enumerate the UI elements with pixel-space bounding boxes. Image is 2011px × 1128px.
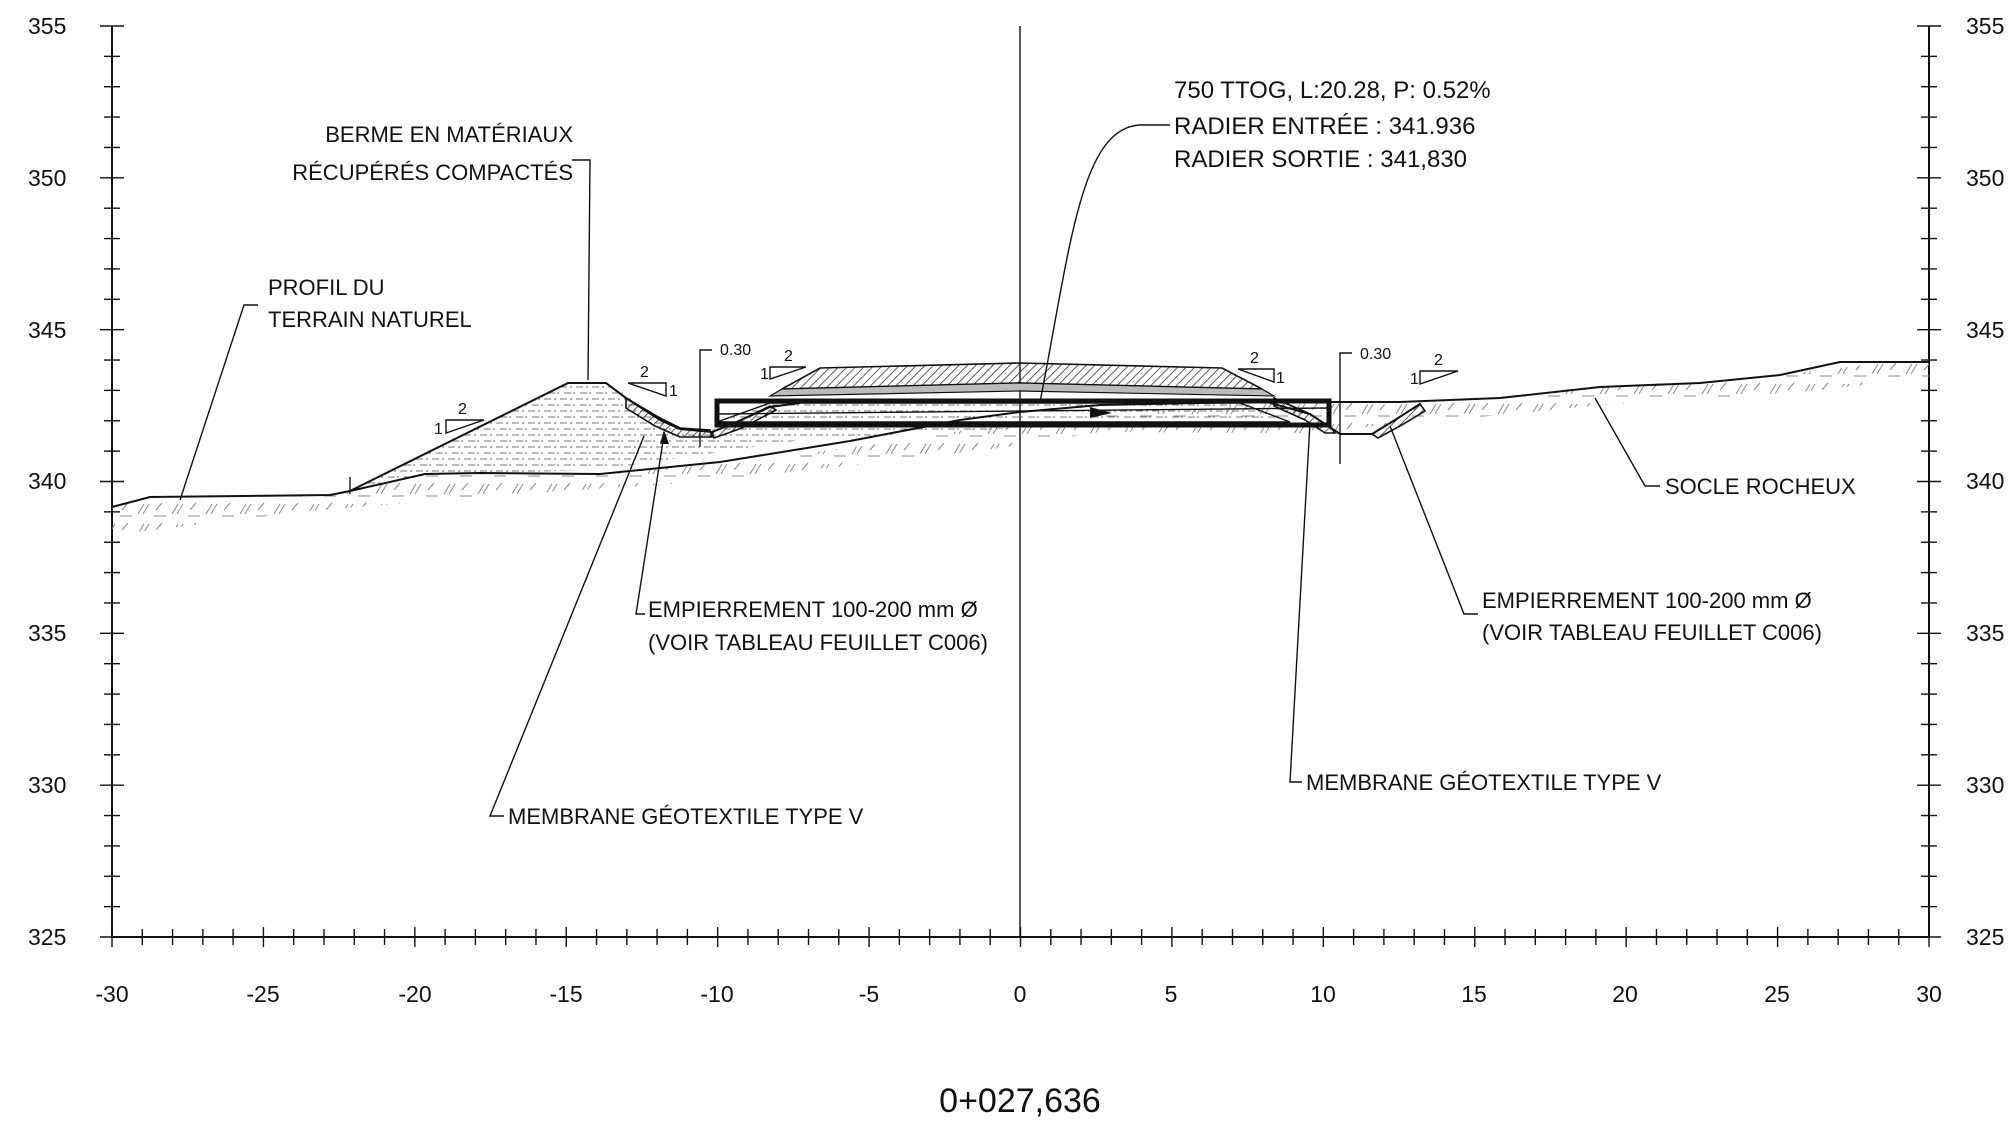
riprap-right-line2: (VOIR TABLEAU FEUILLET C006) [1482,620,1822,645]
y-tick-labels-right: 355 350 345 340 335 330 325 [1966,13,2004,950]
y-tick-label: 350 [1966,165,2004,191]
x-tick-label: -25 [246,981,279,1007]
y-tick-label: 330 [28,772,66,798]
x-tick-label: 0 [1014,981,1027,1007]
x-tick-label: -15 [549,981,582,1007]
riprap-left [625,396,714,438]
x-tick-label: -20 [398,981,431,1007]
x-tick-label: 5 [1165,981,1178,1007]
slope-run: 2 [1434,352,1443,369]
axes [100,25,1941,947]
slope-triangle [1237,368,1275,383]
slope-rise: 1 [1410,371,1419,388]
berm-outline [349,382,801,492]
y-tick-label: 335 [28,620,66,646]
flow-arrow [1090,407,1112,418]
riprap-right-line1: EMPIERREMENT 100-200 mm Ø [1482,588,1812,613]
depth-label-right: 0.30 [1360,346,1391,363]
slope-rise: 1 [669,383,678,400]
annotations: 750 TTOG, L:20.28, P: 0.52% RADIER ENTRÉ… [268,77,1856,1120]
depth-leader-right [1339,352,1352,432]
slope-triangle [769,366,807,380]
x-tick-label: 30 [1916,981,1942,1007]
natural-ground-line [111,361,1929,508]
leader-riprap-left [635,434,665,615]
slope-triangle [1419,370,1459,385]
membrane-left-label: MEMBRANE GÉOTEXTILE TYPE V [508,804,864,829]
slope-rise: 1 [434,421,443,438]
x-tick-label: 15 [1461,981,1487,1007]
depth-label-left: 0.30 [720,342,751,359]
culvert-inlet-invert: RADIER ENTRÉE : 341.936 [1174,113,1475,140]
slope-run: 2 [640,364,649,381]
depth-leader-left [699,349,712,425]
terrain-label-line1: PROFIL DU [268,275,385,300]
x-tick-label: 25 [1764,981,1790,1007]
rock-label: SOCLE ROCHEUX [1665,474,1856,499]
leader-arrowhead [660,430,669,444]
slope-indicators: 2 1 2 1 2 1 2 1 2 1 [434,348,1459,438]
slope-run: 2 [784,348,793,365]
x-tick-label: -10 [700,981,733,1007]
leader-membrane-left [488,435,645,817]
culvert-invert [716,407,1330,415]
slope-rise: 1 [1276,370,1285,387]
x-tick-labels: -30 -25 -20 -15 -10 -5 0 5 10 15 20 25 3… [95,981,1941,1007]
bedrock-band [112,361,1929,535]
x-tick-label: 10 [1310,981,1336,1007]
berm-label-line1: BERME EN MATÉRIAUX [325,122,573,147]
y-tick-label: 335 [1966,620,2004,646]
y-tick-label: 355 [28,13,66,39]
right-ditch-outline [1269,402,1421,435]
axis-ticks [100,25,1941,947]
culvert-outlet-invert: RADIER SORTIE : 341,830 [1174,146,1467,173]
berm-label-line2: RÉCUPÉRÉS COMPACTÉS [292,160,573,185]
leader-lines [179,124,1660,817]
culvert-spec-line1: 750 TTOG, L:20.28, P: 0.52% [1174,77,1491,104]
leader-berm [572,159,591,381]
y-tick-label: 345 [1966,317,2004,343]
slope-run: 2 [458,401,467,418]
culvert [714,398,1332,428]
riprap-left-line2: (VOIR TABLEAU FEUILLET C006) [648,630,988,655]
station-label: 0+027,636 [939,1082,1101,1120]
x-tick-label: 20 [1612,981,1638,1007]
leader-riprap-right [1389,425,1478,615]
leader-terrain [179,304,258,501]
membrane-right-label: MEMBRANE GÉOTEXTILE TYPE V [1306,770,1662,795]
leader-rock [1594,397,1660,487]
y-tick-label: 345 [28,317,66,343]
y-tick-labels-left: 355 350 345 340 335 330 325 [28,13,66,950]
leader-culvert [1039,124,1170,403]
riprap-left-line1: EMPIERREMENT 100-200 mm Ø [648,597,978,622]
y-tick-label: 340 [28,468,66,494]
leader-membrane-right [1289,421,1311,783]
y-tick-label: 330 [1966,772,2004,798]
profile-lines [111,349,1929,508]
y-tick-label: 340 [1966,468,2004,494]
y-tick-label: 325 [1966,924,2004,950]
terrain-label-line2: TERRAIN NATUREL [268,307,472,332]
base-layer [767,382,1277,397]
slope-run: 2 [1250,350,1259,367]
section-geometry [112,361,1929,535]
y-tick-label: 355 [1966,13,2004,39]
slope-triangle [627,382,667,397]
slope-rise: 1 [760,366,769,383]
slope-triangle [445,419,485,434]
y-tick-label: 325 [28,924,66,950]
x-tick-label: -30 [95,981,128,1007]
y-tick-label: 350 [28,165,66,191]
x-tick-label: -5 [859,981,879,1007]
